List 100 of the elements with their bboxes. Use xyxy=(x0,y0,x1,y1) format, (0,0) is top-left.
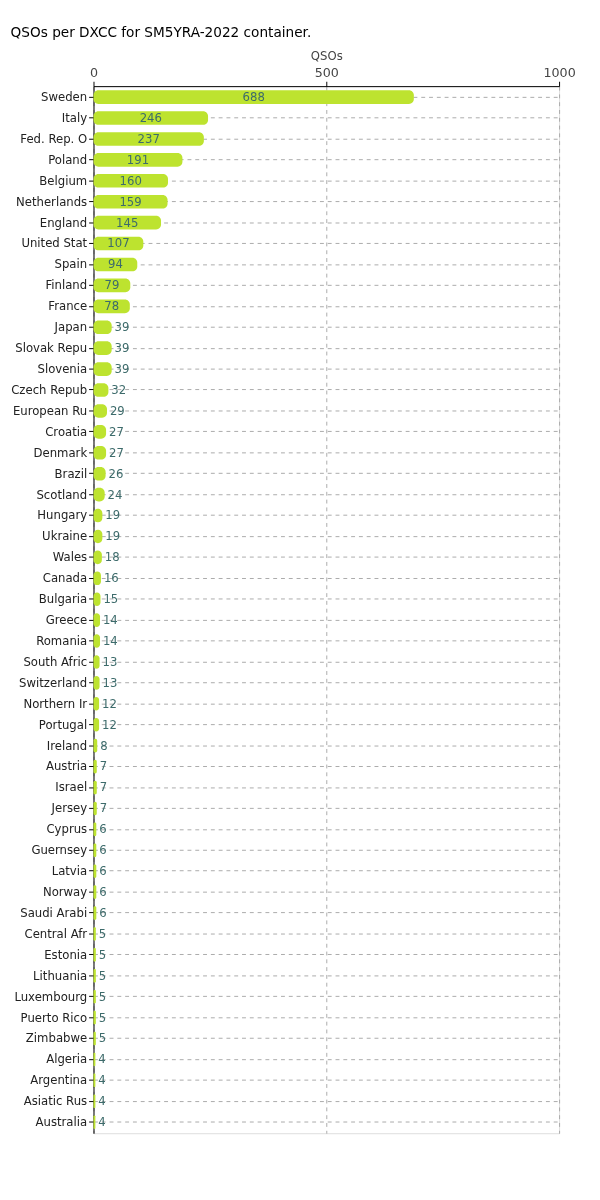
data-label: 12 xyxy=(102,696,117,711)
y-tick-label: Cyprus xyxy=(46,822,88,837)
data-label: 78 xyxy=(104,299,120,314)
y-tick-label: Japan xyxy=(53,320,88,335)
y-tick-label: Hungary xyxy=(37,508,88,523)
data-label: 6 xyxy=(99,843,107,858)
data-label: 26 xyxy=(108,466,124,481)
data-label: 39 xyxy=(114,341,130,356)
data-label: 237 xyxy=(137,131,160,146)
bar xyxy=(93,174,168,188)
data-label: 12 xyxy=(102,717,117,732)
y-tick-label: United Stat xyxy=(21,236,88,251)
data-label: 16 xyxy=(103,571,119,586)
y-tick-label: Romania xyxy=(36,633,88,648)
y-tick-label: Puerto Rico xyxy=(20,1010,88,1025)
data-label: 4 xyxy=(98,1094,106,1109)
data-label: 39 xyxy=(114,320,130,335)
data-label: 6 xyxy=(99,885,107,900)
data-label: 160 xyxy=(119,173,142,188)
data-label: 159 xyxy=(119,194,142,209)
y-tick-label: Spain xyxy=(54,257,88,272)
y-tick-label: Ireland xyxy=(46,738,88,753)
x-tick-label: 1000 xyxy=(543,64,576,80)
x-tick-label: 0 xyxy=(89,64,99,80)
bar xyxy=(93,194,168,209)
bar xyxy=(93,90,414,104)
data-label: 27 xyxy=(109,445,124,460)
y-tick-label: South Afric xyxy=(23,654,88,669)
data-label: 5 xyxy=(98,1010,107,1025)
y-tick-label: Argentina xyxy=(30,1073,88,1088)
data-label: 6 xyxy=(99,864,107,879)
y-tick-label: Slovenia xyxy=(37,361,88,376)
data-label: 145 xyxy=(116,215,139,230)
data-label: 5 xyxy=(98,989,107,1004)
data-label: 13 xyxy=(102,675,118,690)
y-tick-label: Bulgaria xyxy=(38,592,88,607)
data-label: 246 xyxy=(139,110,162,125)
y-tick-label: Zimbabwe xyxy=(25,1031,88,1046)
chart-title: QSOs per DXCC for SM5YRA-2022 container. xyxy=(10,24,312,41)
data-label: 6 xyxy=(99,822,107,837)
data-label: 6 xyxy=(99,905,107,920)
data-label: 27 xyxy=(109,424,124,439)
data-label: 39 xyxy=(114,361,130,376)
y-tick-label: Austria xyxy=(45,759,88,774)
y-tick-label: Greece xyxy=(45,613,88,628)
data-label: 29 xyxy=(109,403,125,418)
y-tick-label: Norway xyxy=(42,885,88,900)
y-tick-label: France xyxy=(48,299,88,314)
y-tick-label: Finland xyxy=(45,278,88,293)
y-tick-label: Latvia xyxy=(51,864,88,879)
data-label: 5 xyxy=(98,926,107,941)
data-label: 94 xyxy=(107,257,123,272)
data-label: 14 xyxy=(102,633,118,648)
y-tick-label: Saudi Arabi xyxy=(20,905,88,920)
data-label: 5 xyxy=(98,947,107,962)
y-tick-label: Wales xyxy=(52,550,88,565)
y-tick-label: Denmark xyxy=(33,445,88,460)
y-tick-label: Canada xyxy=(42,571,88,586)
y-tick-label: Algeria xyxy=(46,1052,88,1067)
y-tick-label: Asiatic Rus xyxy=(23,1094,88,1109)
data-label: 107 xyxy=(107,236,130,251)
y-tick-label: Lithuania xyxy=(33,968,88,983)
y-tick-label: Northern Ir xyxy=(23,696,88,711)
bar xyxy=(93,111,209,125)
data-label: 19 xyxy=(105,529,121,544)
x-axis-title: QSOs xyxy=(310,49,343,64)
y-tick-label: Sweden xyxy=(41,90,88,105)
y-tick-label: Scotland xyxy=(36,487,88,502)
data-label: 4 xyxy=(98,1073,106,1088)
data-label: 7 xyxy=(99,780,108,795)
y-tick-label: Switzerland xyxy=(19,675,88,690)
data-label: 5 xyxy=(98,1031,107,1046)
data-label: 18 xyxy=(104,550,120,565)
data-label: 15 xyxy=(103,592,119,607)
data-label: 688 xyxy=(242,90,265,105)
y-tick-label: Luxembourg xyxy=(14,989,88,1004)
y-tick-label: Belgium xyxy=(39,173,88,188)
bar xyxy=(93,153,183,167)
bar xyxy=(93,132,204,146)
data-label: 32 xyxy=(111,382,127,397)
y-tick-label: Central Afr xyxy=(24,926,88,941)
y-tick-label: Slovak Repu xyxy=(15,341,88,356)
data-label: 4 xyxy=(98,1115,106,1130)
x-tick-label: 500 xyxy=(314,64,339,80)
y-tick-label: Brazil xyxy=(54,466,88,481)
data-label: 191 xyxy=(126,152,150,167)
y-tick-label: Fed. Rep. O xyxy=(20,131,88,146)
y-tick-label: Italy xyxy=(61,110,88,125)
data-label: 13 xyxy=(102,654,118,669)
data-label: 8 xyxy=(100,738,108,753)
y-tick-label: Croatia xyxy=(45,424,88,439)
y-tick-label: England xyxy=(39,215,88,230)
y-tick-label: Netherlands xyxy=(16,194,88,209)
y-tick-label: Ukraine xyxy=(42,529,88,544)
y-tick-label: Portugal xyxy=(38,717,88,732)
y-tick-label: Guernsey xyxy=(31,843,88,858)
y-tick-label: Estonia xyxy=(44,947,88,962)
y-tick-label: Poland xyxy=(48,152,88,167)
data-label: 4 xyxy=(98,1052,106,1067)
y-tick-label: Jersey xyxy=(50,801,88,816)
